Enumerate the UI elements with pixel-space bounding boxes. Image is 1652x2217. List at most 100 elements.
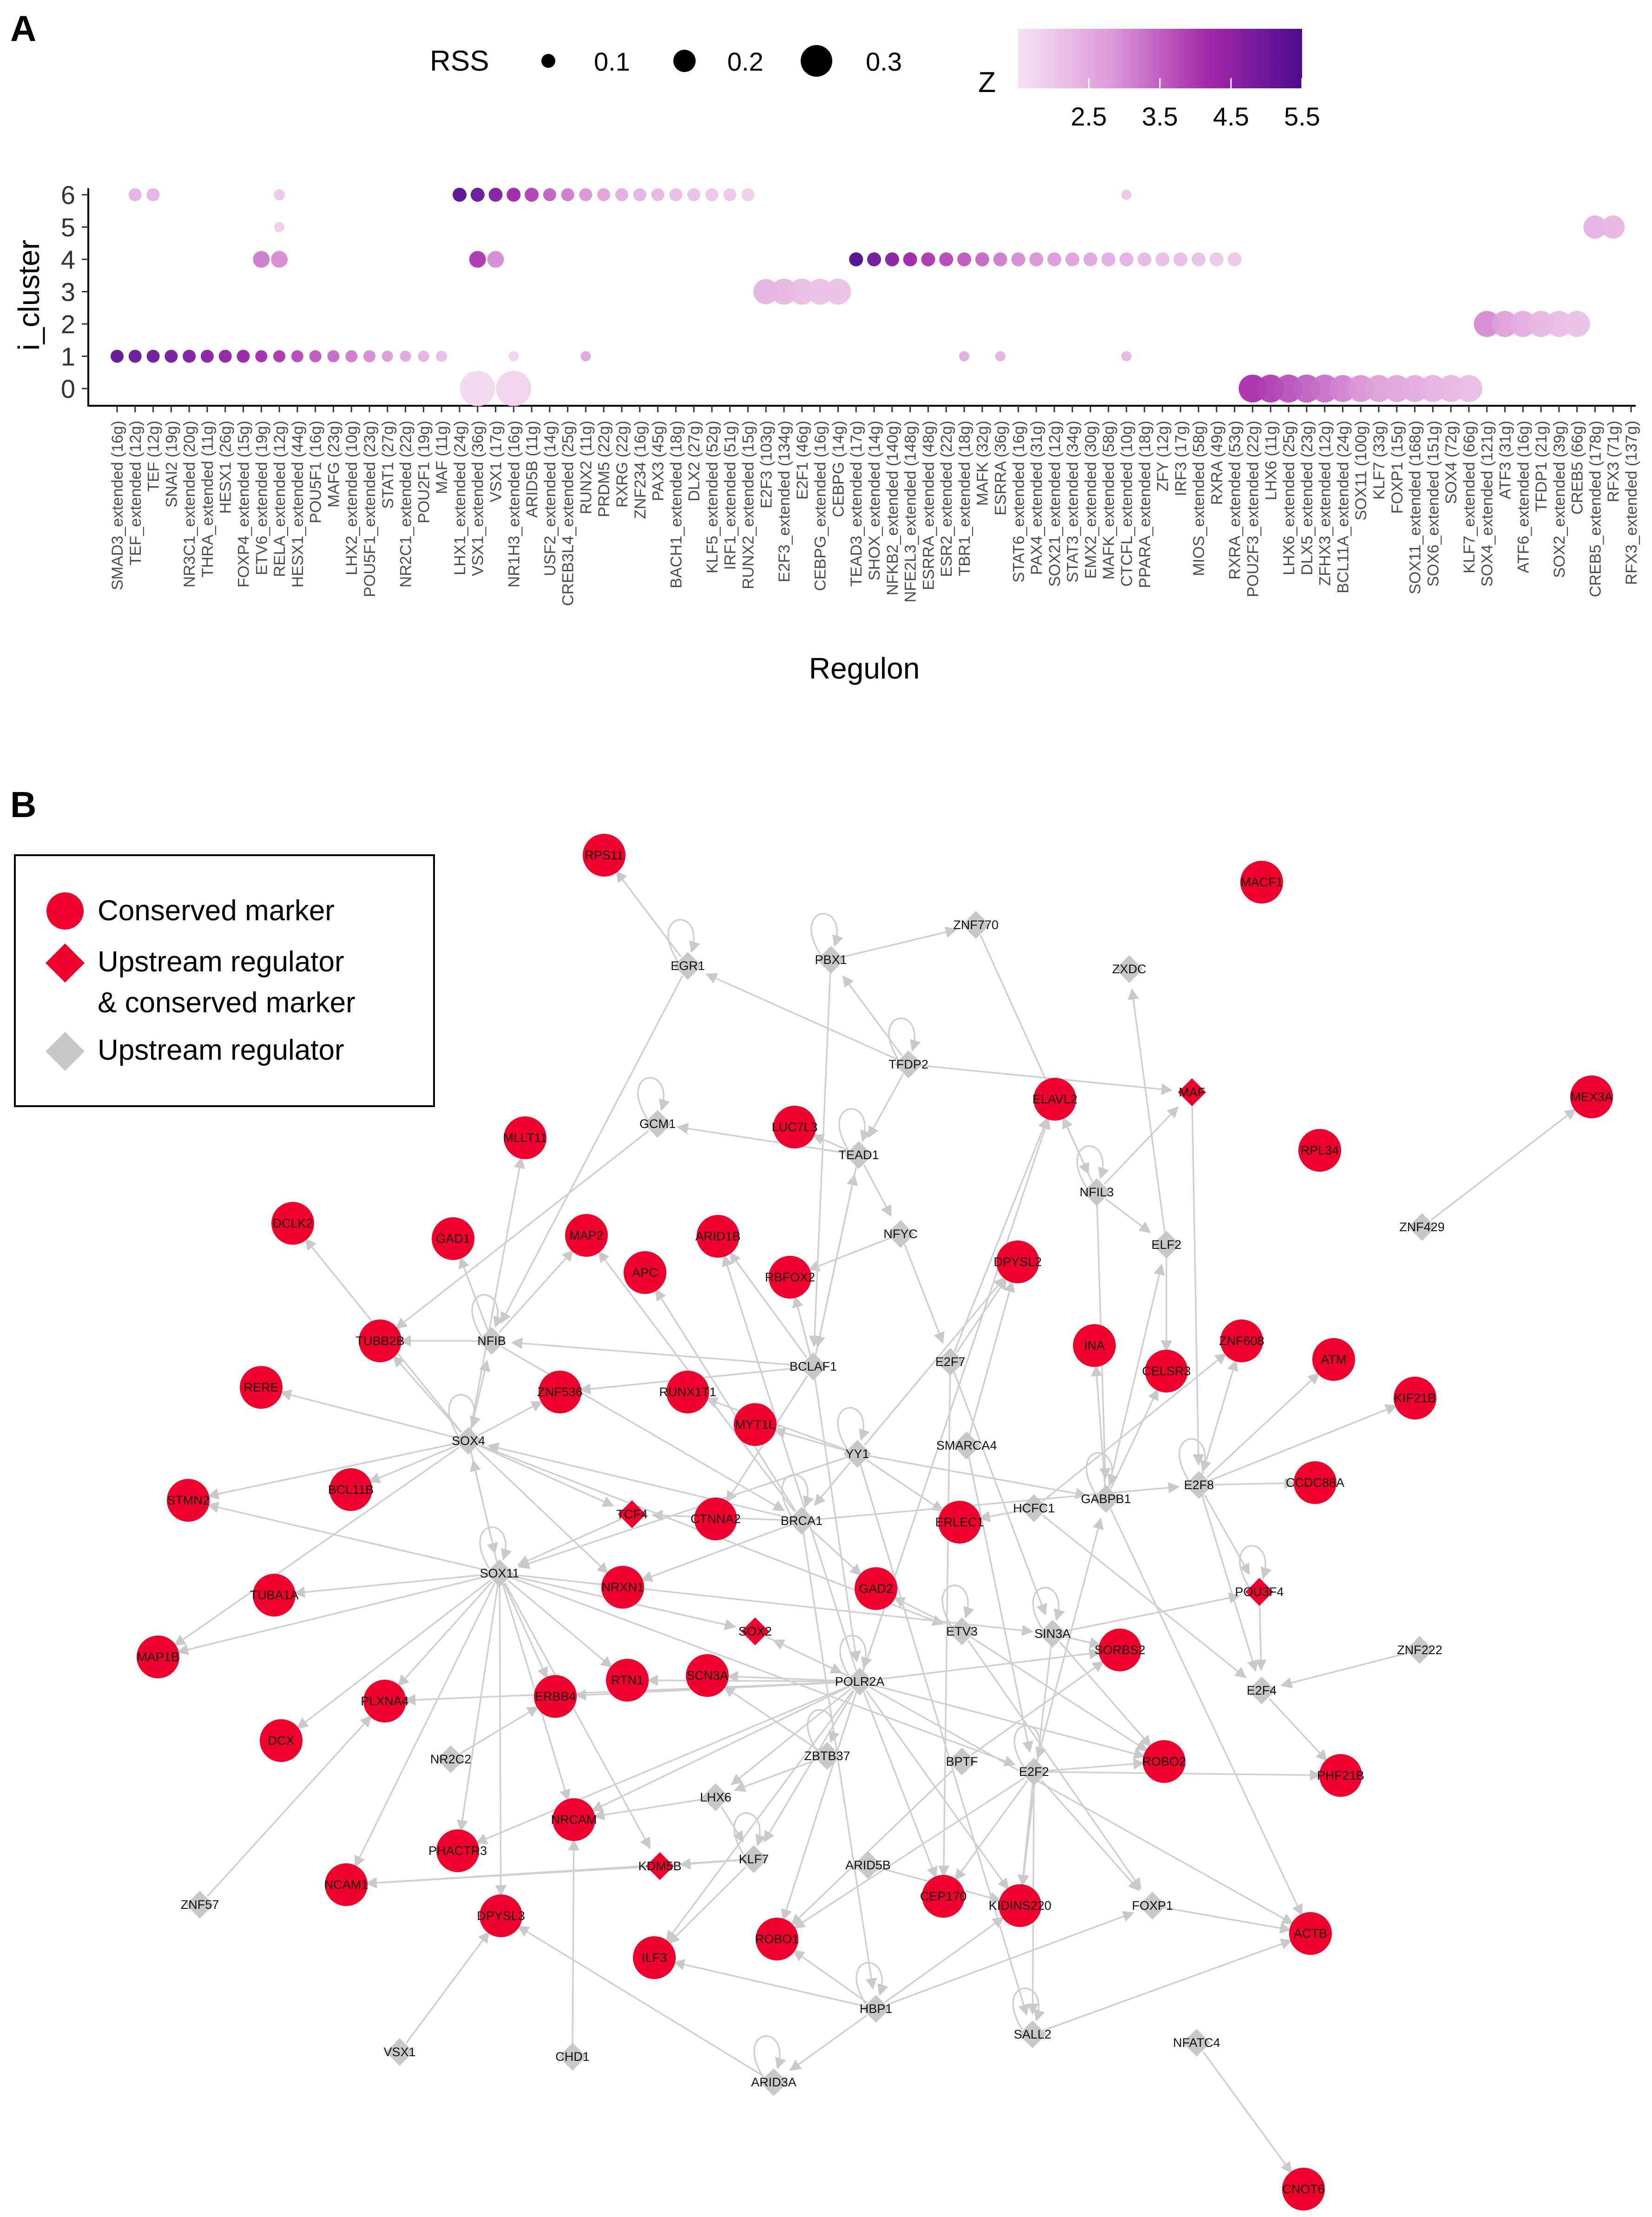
x-tick-label: CREB5_extended (178g) bbox=[1586, 421, 1604, 597]
network-node-diamond bbox=[1092, 1485, 1120, 1513]
x-tick-label: MAFK (32g) bbox=[974, 421, 992, 506]
network-node-label: POLR2A bbox=[835, 1675, 885, 1689]
network-edge bbox=[668, 1866, 747, 1944]
network-edge bbox=[814, 1377, 861, 1663]
network-node-circle bbox=[240, 1366, 283, 1409]
network-edge bbox=[764, 1635, 842, 1674]
network-node: MAP1B bbox=[137, 1636, 179, 1678]
network-node-label: RPS11 bbox=[585, 848, 624, 862]
network-node-label: SOX4 bbox=[452, 1434, 485, 1448]
network-node-diamond bbox=[953, 1432, 981, 1459]
x-tick-label: RXRG (22g) bbox=[613, 421, 631, 508]
dot bbox=[470, 188, 485, 202]
dot bbox=[200, 350, 214, 363]
network-node-label: DCX bbox=[268, 1734, 294, 1748]
network-edge bbox=[469, 1156, 525, 1430]
network-node: MACF1 bbox=[1240, 861, 1283, 904]
y-tick-label: 5 bbox=[61, 213, 75, 242]
network-self-loop bbox=[753, 2035, 786, 2078]
network-node-label: ZNF57 bbox=[181, 1898, 219, 1912]
network-edge bbox=[781, 1692, 857, 1921]
network-node: RPL34 bbox=[1298, 1129, 1341, 1172]
network-node: VSX1 bbox=[383, 2038, 416, 2066]
network-edge bbox=[863, 1691, 938, 1879]
rss-size-legend: RSS 0.1 0.2 0.3 bbox=[430, 45, 902, 77]
network-edge bbox=[510, 1573, 1033, 1636]
network-edge bbox=[1255, 1603, 1267, 1671]
z-tick-label: 2.5 bbox=[1071, 102, 1107, 131]
network-node: ROBO2 bbox=[1142, 1740, 1186, 1783]
network-edge bbox=[1209, 1404, 1397, 1482]
network-node: LHX6 bbox=[700, 1783, 731, 1811]
network-node-label: ARID5B bbox=[845, 1858, 891, 1872]
x-tick-label: POU5F1_extended (23g) bbox=[361, 421, 379, 597]
network-node-label: KDM5B bbox=[638, 1859, 681, 1873]
network-edge bbox=[503, 1583, 548, 1679]
y-axis-title: i_cluster bbox=[12, 240, 46, 350]
dot bbox=[1137, 252, 1152, 266]
network-node: MEX3A bbox=[1570, 1076, 1613, 1118]
network-node-label: NFIL3 bbox=[1079, 1185, 1114, 1199]
dot bbox=[1601, 215, 1625, 239]
network-node: BPTF bbox=[946, 1748, 978, 1775]
network-node-circle bbox=[329, 1468, 372, 1511]
network-node-label: MAP1B bbox=[137, 1650, 179, 1664]
network-node-diamond bbox=[854, 1851, 882, 1879]
network-edge bbox=[1204, 1494, 1250, 1575]
y-tick-label: 2 bbox=[61, 310, 75, 339]
dot bbox=[651, 188, 665, 201]
x-tick-label: ATF6_extended (16g) bbox=[1514, 421, 1532, 573]
dot bbox=[237, 350, 250, 363]
network-node-label: ZNF429 bbox=[1399, 1220, 1445, 1234]
network-node: ZNF608 bbox=[1219, 1320, 1264, 1362]
network-edge bbox=[177, 1575, 489, 1656]
network-node-label: PBX1 bbox=[815, 953, 847, 967]
dot bbox=[1047, 252, 1061, 266]
dot bbox=[633, 188, 646, 201]
network-node-diamond bbox=[1083, 1178, 1111, 1206]
x-tick-label: FOXP1 (15g) bbox=[1389, 421, 1406, 514]
network-node-label: RUNX1T1 bbox=[659, 1385, 716, 1399]
legend-upstream-conserved-symbol bbox=[46, 944, 85, 983]
network-node-label: GABPB1 bbox=[1081, 1492, 1131, 1506]
network-node: MAP2 bbox=[565, 1214, 608, 1257]
network-node-diamond bbox=[644, 1110, 671, 1138]
network-edge bbox=[978, 1509, 1023, 1522]
network-node: TEAD1 bbox=[838, 1141, 879, 1169]
network-node-label: NFATC4 bbox=[1173, 2036, 1220, 2050]
network-node-label: RTN1 bbox=[611, 1673, 644, 1687]
x-tick-label: HESX1_extended (44g) bbox=[289, 421, 307, 587]
network-node-label: CNOT6 bbox=[1282, 2182, 1325, 2196]
x-tick-label: PAX3 (45g) bbox=[650, 421, 667, 501]
network-edge bbox=[808, 1237, 891, 1272]
network-edge bbox=[789, 2014, 868, 2071]
network-node-label: TUBA1A bbox=[250, 1588, 298, 1602]
network-node-label: PHACTR3 bbox=[428, 1844, 487, 1858]
network-node-label: BRCA1 bbox=[781, 1514, 823, 1528]
network-node-diamond bbox=[741, 1617, 769, 1645]
network-edge bbox=[812, 1134, 849, 1152]
network-node: GCM1 bbox=[639, 1110, 676, 1138]
network-node-label: MEX3A bbox=[1570, 1090, 1613, 1104]
rss-legend-dot-medium bbox=[673, 50, 696, 72]
dot bbox=[1474, 311, 1500, 337]
network-node-circle bbox=[539, 1371, 581, 1413]
network-node-label: NRCAM bbox=[551, 1813, 597, 1827]
network-node-circle bbox=[773, 1106, 816, 1148]
dot bbox=[849, 252, 863, 266]
network-node-label: MACF1 bbox=[1240, 875, 1283, 889]
network-node: CHD1 bbox=[555, 2043, 590, 2071]
network-node-diamond bbox=[478, 1327, 506, 1355]
network-edge bbox=[517, 1518, 622, 1566]
network-self-loop bbox=[1178, 1438, 1211, 1481]
x-tick-label: RFX3_extended (137g) bbox=[1623, 421, 1640, 585]
network-edge bbox=[293, 1573, 489, 1598]
network-node-circle bbox=[624, 1251, 666, 1294]
network-node: ARID5B bbox=[845, 1851, 891, 1879]
x-tick-label: DLX2 (27g) bbox=[685, 421, 703, 501]
network-node-circle bbox=[1570, 1076, 1613, 1118]
network-edge bbox=[722, 1254, 857, 1671]
network-node-label: GAD1 bbox=[436, 1232, 470, 1246]
x-tick-label: SOX6_extended (151g) bbox=[1424, 421, 1442, 587]
network-node-label: PHF21B bbox=[1317, 1768, 1364, 1782]
